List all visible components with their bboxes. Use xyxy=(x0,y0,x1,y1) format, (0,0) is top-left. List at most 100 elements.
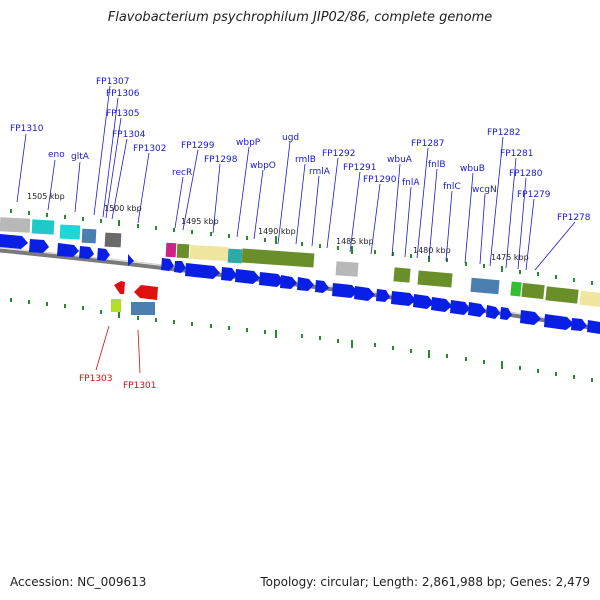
gene-label: FP1303 xyxy=(79,374,113,384)
gene-label: FP1290 xyxy=(363,175,397,185)
feature-block xyxy=(470,277,500,295)
feature-block xyxy=(545,286,579,304)
gene-label: fnlA xyxy=(402,178,420,188)
gene-arrow xyxy=(520,310,541,325)
gene-arrow xyxy=(354,286,375,301)
feature-block xyxy=(0,217,31,233)
gene-arrow xyxy=(431,297,452,312)
gene-arrow xyxy=(468,302,486,317)
gene-label: FP1298 xyxy=(204,155,238,165)
gene-label: rmlA xyxy=(309,167,331,177)
reverse-gene-labels: FP1303 FP1301 xyxy=(79,325,157,391)
gene-label: FP1310 xyxy=(10,124,44,134)
gene-arrow xyxy=(297,277,314,291)
gene-arrow xyxy=(161,258,174,271)
gene-arrow xyxy=(486,305,500,319)
feature-block xyxy=(111,299,121,312)
gene-label: fnlC xyxy=(443,182,461,192)
gene-arrow xyxy=(376,289,390,302)
gene-arrow xyxy=(174,261,186,273)
scale-label: 1495 kbp xyxy=(181,217,219,226)
gene-label: FP1304 xyxy=(112,130,146,140)
gene-arrow xyxy=(79,246,94,259)
gene-label: fnlB xyxy=(428,160,446,170)
scale-label: 1490 kbp xyxy=(258,227,296,236)
feature-block xyxy=(335,261,359,277)
scale-label: 1505 kbp xyxy=(27,192,65,201)
gene-arrow xyxy=(500,307,512,320)
scale-label: 1475 kbp xyxy=(491,253,529,262)
gene-arrow xyxy=(97,248,110,261)
feature-block xyxy=(579,290,600,308)
gene-label: FP1291 xyxy=(343,163,377,173)
reverse-features xyxy=(111,281,158,315)
gene-arrow xyxy=(332,283,358,298)
gene-label: wbuB xyxy=(460,164,485,174)
gene-label: wbpP xyxy=(236,138,261,148)
gene-label: gltA xyxy=(71,152,90,162)
gene-label: FP1307 xyxy=(96,77,130,87)
gene-label: ugd xyxy=(282,133,299,143)
feature-block xyxy=(81,228,97,244)
gene-arrow xyxy=(235,269,260,284)
gene-label: FP1305 xyxy=(106,109,140,119)
forward-gene-labels: FP1310 eno gltA FP1307 FP1306 FP1305 FP1… xyxy=(10,77,591,271)
gene-arrow xyxy=(571,318,587,331)
forward-gene-arrows xyxy=(0,234,600,334)
gene-label: wbuA xyxy=(387,155,413,165)
feature-block xyxy=(104,232,122,248)
feature-block xyxy=(521,282,545,300)
gene-label: FP1282 xyxy=(487,128,521,138)
feature-block xyxy=(393,267,411,283)
gene-label: FP1292 xyxy=(322,149,356,159)
feature-block xyxy=(31,219,55,235)
map-title: Flavobacterium psychrophilum JIP02/86, c… xyxy=(107,10,493,25)
scale-label: 1485 kbp xyxy=(336,237,374,246)
gene-label: wbpO xyxy=(250,161,276,171)
gene-label: FP1281 xyxy=(500,149,534,159)
feature-block xyxy=(59,224,81,240)
reverse-gene-arrow xyxy=(114,281,125,294)
gene-label: recR xyxy=(172,168,192,178)
feature-block xyxy=(165,242,177,258)
gene-arrow xyxy=(221,267,237,281)
feature-blocks xyxy=(0,217,600,308)
gene-label: wcgN xyxy=(472,185,497,195)
scale-label: 1480 kbp xyxy=(413,246,451,255)
gene-label: rmlB xyxy=(295,155,316,165)
feature-block xyxy=(227,248,243,264)
reverse-gene-arrow xyxy=(134,285,158,300)
feature-block xyxy=(176,243,190,259)
gene-label: FP1301 xyxy=(123,381,157,391)
gene-arrow xyxy=(391,291,416,306)
gene-label: FP1280 xyxy=(509,169,543,179)
accession-text: Accession: NC_009613 xyxy=(10,575,147,589)
gene-label: FP1278 xyxy=(557,213,591,223)
gene-label: FP1299 xyxy=(181,141,215,151)
feature-block xyxy=(189,245,229,261)
gene-arrow xyxy=(413,294,434,309)
gene-arrow xyxy=(544,314,574,330)
gene-arrow xyxy=(185,263,220,279)
scale-label: 1500 kbp xyxy=(104,204,142,213)
gene-arrow xyxy=(315,280,329,293)
gene-arrow xyxy=(587,320,600,334)
gene-label: FP1302 xyxy=(133,144,167,154)
gene-label: FP1306 xyxy=(106,89,140,99)
gene-arrow xyxy=(57,243,79,257)
gene-label: eno xyxy=(48,150,65,160)
gene-arrow xyxy=(128,254,134,266)
scale-labels: 1505 kbp 1500 kbp 1495 kbp 1490 kbp 1485… xyxy=(27,192,529,262)
gene-label: FP1287 xyxy=(411,139,445,149)
gene-arrow xyxy=(259,272,284,287)
feature-block xyxy=(510,281,522,297)
gene-label: FP1279 xyxy=(517,190,551,200)
feature-block xyxy=(131,302,155,315)
gene-arrow xyxy=(0,234,28,249)
gene-arrow xyxy=(280,275,297,289)
genome-summary-text: Topology: circular; Length: 2,861,988 bp… xyxy=(260,575,590,589)
gene-arrow xyxy=(450,300,470,315)
scale-ticks xyxy=(10,209,593,382)
